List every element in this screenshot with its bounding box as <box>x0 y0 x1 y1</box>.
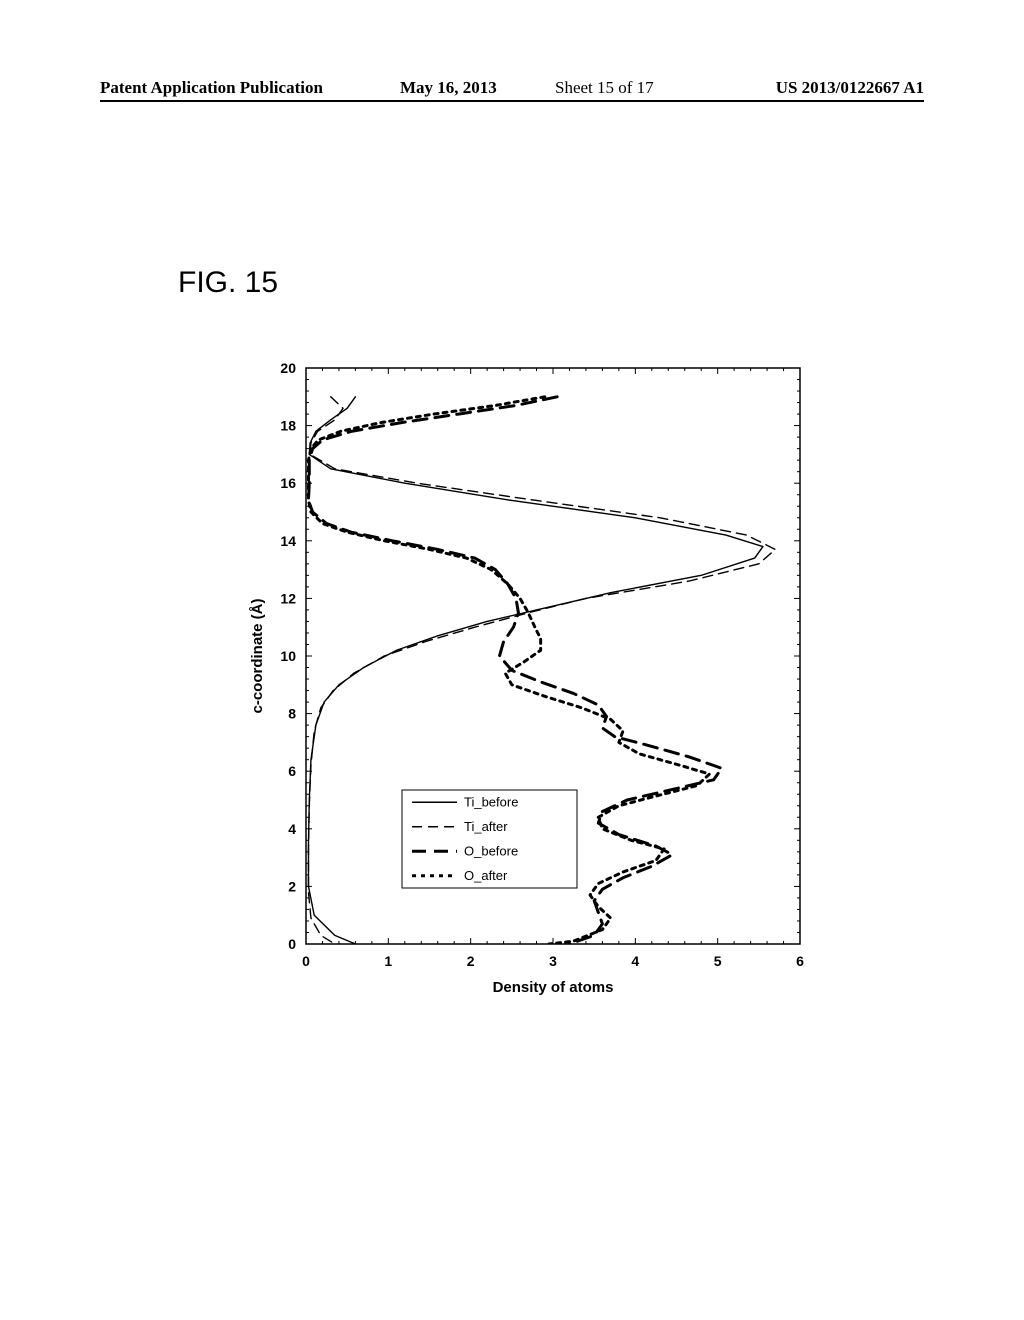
pub-type: Patent Application Publication <box>100 78 323 98</box>
svg-text:16: 16 <box>280 475 296 491</box>
pub-number: US 2013/0122667 A1 <box>776 78 924 98</box>
svg-text:3: 3 <box>549 953 557 969</box>
svg-text:4: 4 <box>288 821 296 837</box>
svg-text:Ti_after: Ti_after <box>464 819 508 834</box>
svg-text:0: 0 <box>288 936 296 952</box>
svg-text:20: 20 <box>280 360 296 376</box>
svg-text:10: 10 <box>280 648 296 664</box>
svg-text:1: 1 <box>384 953 392 969</box>
svg-text:18: 18 <box>280 418 296 434</box>
svg-text:8: 8 <box>288 706 296 722</box>
density-chart: 012345602468101214161820Density of atoms… <box>242 360 832 1010</box>
svg-text:Density of atoms: Density of atoms <box>493 979 614 996</box>
svg-text:5: 5 <box>714 953 722 969</box>
svg-text:2: 2 <box>288 878 296 894</box>
svg-text:Ti_before: Ti_before <box>464 794 518 809</box>
pub-date: May 16, 2013 <box>400 78 497 98</box>
svg-text:2: 2 <box>467 953 475 969</box>
svg-text:c-coordinate (Å): c-coordinate (Å) <box>249 598 266 713</box>
svg-text:14: 14 <box>280 533 296 549</box>
svg-text:6: 6 <box>288 763 296 779</box>
svg-text:4: 4 <box>631 953 639 969</box>
sheet-number: Sheet 15 of 17 <box>555 78 654 98</box>
chart-container: 012345602468101214161820Density of atoms… <box>242 360 832 1010</box>
svg-text:0: 0 <box>302 953 310 969</box>
svg-text:6: 6 <box>796 953 804 969</box>
svg-text:O_after: O_after <box>464 868 508 883</box>
header-rule <box>100 100 924 102</box>
figure-title: FIG. 15 <box>178 266 278 300</box>
svg-text:O_before: O_before <box>464 843 518 858</box>
svg-text:12: 12 <box>280 590 296 606</box>
